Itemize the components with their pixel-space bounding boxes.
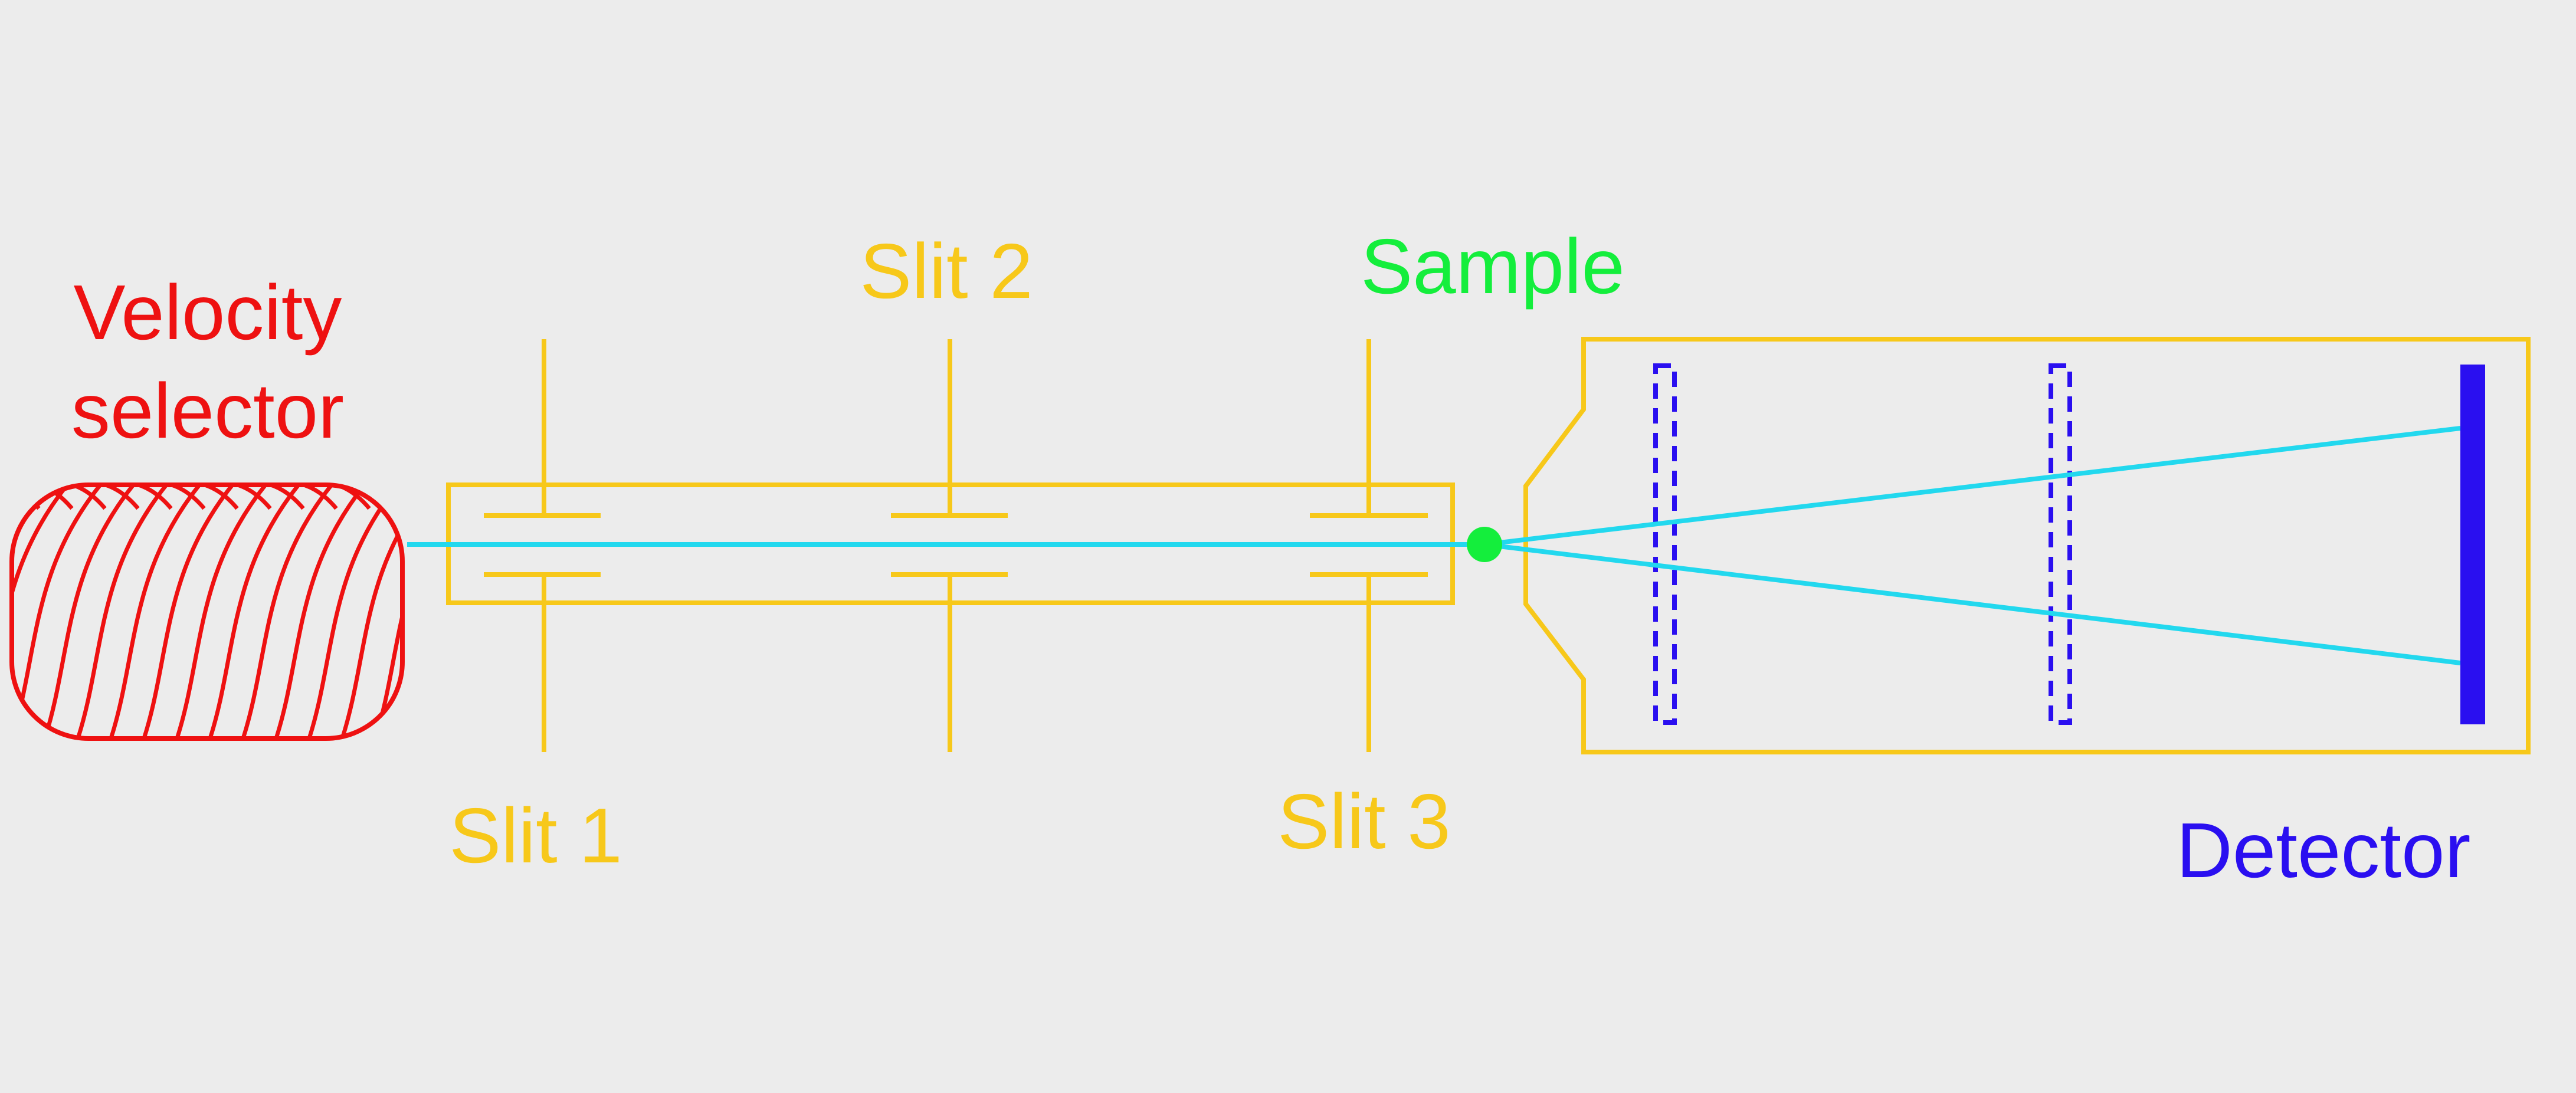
- scattered-beam-lower: [1484, 542, 2461, 665]
- velocity-selector-blade: [307, 485, 402, 738]
- velocity-selector-blade: [274, 485, 402, 738]
- detector-position-middle: [2049, 363, 2072, 725]
- velocity-selector-blade: [373, 485, 402, 738]
- velocity-selector-blade: [507, 482, 667, 738]
- velocity-selector-blade: [142, 485, 305, 738]
- collimation-section: [446, 339, 1455, 752]
- detector-tank-outline: [1523, 337, 2531, 754]
- detector-tank: [1523, 337, 2531, 754]
- scattered-beam-upper: [1484, 426, 2461, 547]
- velocity-selector-label-line1: Velocity: [74, 269, 342, 356]
- velocity-selector-blade: [109, 485, 272, 738]
- detector-position-near: [1653, 363, 1677, 725]
- detector-label: Detector: [2177, 807, 2471, 894]
- slit-3-label: Slit 3: [1277, 778, 1450, 865]
- slit-1-label: Slit 1: [449, 792, 622, 879]
- velocity-selector: [0, 482, 667, 741]
- slit-2-label: Slit 2: [860, 228, 1033, 314]
- detector-active-plate: [2460, 365, 2485, 724]
- velocity-selector-blade: [474, 482, 634, 738]
- slit-1: [484, 339, 601, 752]
- velocity-selector-blade: [76, 485, 239, 738]
- velocity-selector-blade: [208, 485, 371, 738]
- velocity-selector-blade: [12, 485, 173, 738]
- velocity-selector-blade: [42, 485, 206, 738]
- velocity-selector-blade: [340, 485, 402, 738]
- detector-alternate-positions: [1653, 363, 2072, 725]
- velocity-selector-blade: [241, 485, 402, 738]
- velocity-selector-blade: [0, 482, 6, 738]
- slit-2: [891, 339, 1008, 752]
- velocity-selector-helical-blades: [0, 482, 667, 738]
- slit-3: [1310, 339, 1428, 752]
- velocity-selector-blade: [175, 485, 338, 738]
- sample-label: Sample: [1361, 223, 1625, 310]
- velocity-selector-housing: [9, 483, 405, 741]
- velocity-selector-label-line2: selector: [71, 367, 344, 454]
- sample-dot: [1467, 527, 1502, 562]
- neutron-beam: [407, 426, 2461, 665]
- velocity-selector-blade: [441, 482, 601, 738]
